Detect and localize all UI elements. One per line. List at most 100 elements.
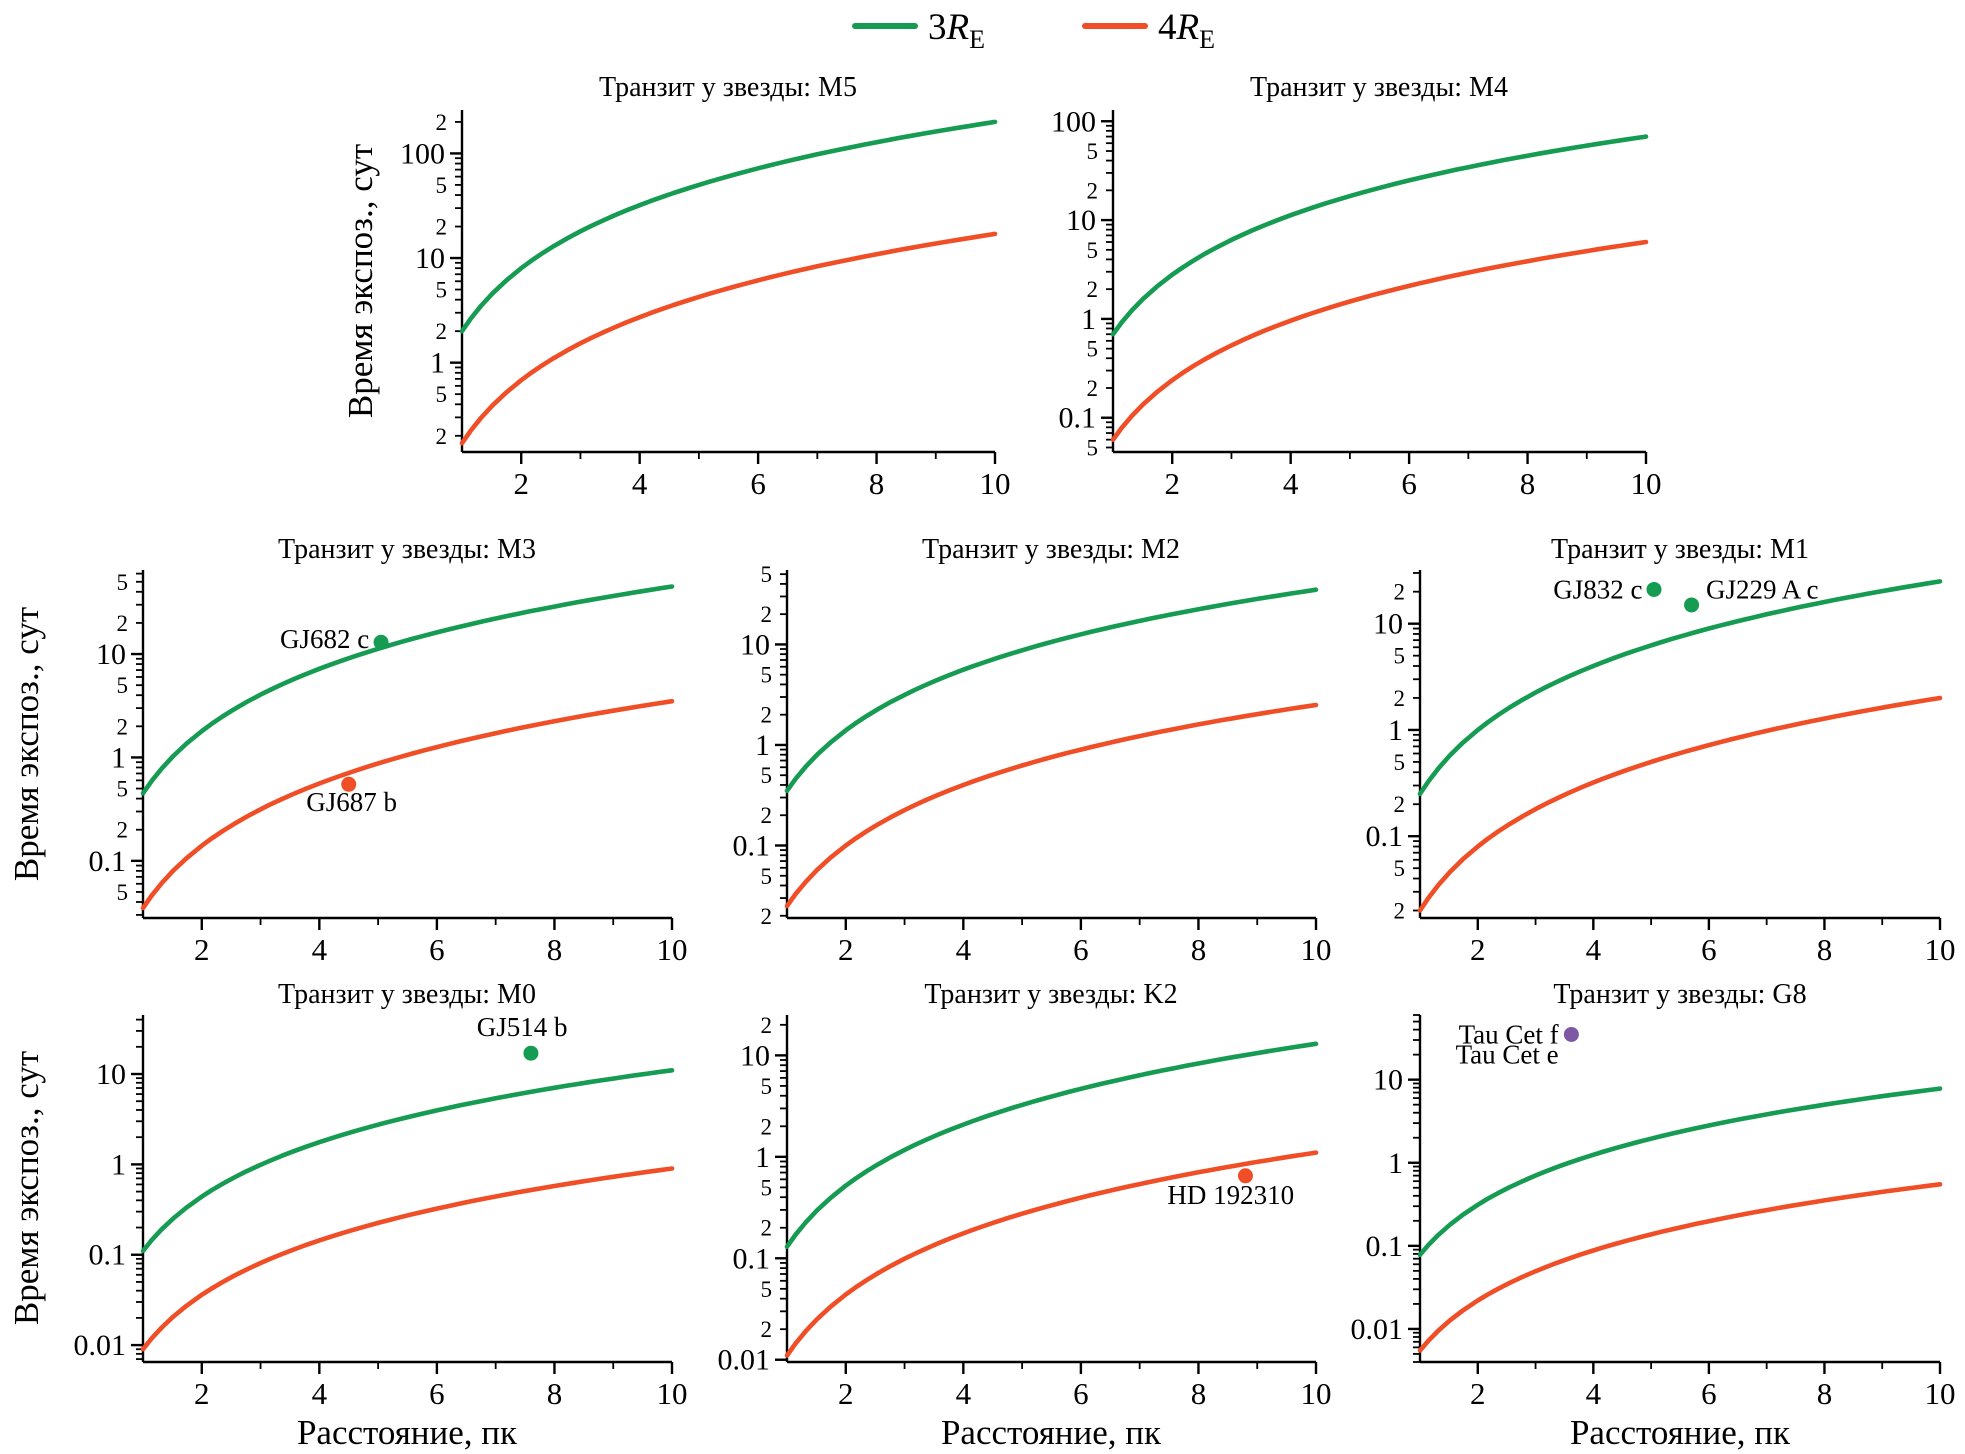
x-tick-label: 4 [632, 466, 648, 501]
x-axis-label-col3: Расстояние, пк [1570, 1413, 1791, 1452]
y-minor-tick-label: 5 [1394, 644, 1406, 669]
x-tick-label: 4 [312, 1376, 328, 1411]
x-tick-label: 8 [1191, 1376, 1207, 1411]
x-tick-label: 8 [547, 1376, 563, 1411]
y-minor-tick-label: 2 [117, 818, 129, 843]
x-tick-label: 2 [194, 1376, 210, 1411]
x-tick-label: 2 [194, 932, 210, 967]
point-label: Tau Cet e [1456, 1040, 1559, 1070]
y-minor-tick-label: 5 [117, 880, 129, 905]
y-minor-tick-label: 5 [761, 1175, 773, 1200]
x-tick-label: 8 [1817, 1376, 1833, 1411]
y-minor-tick-label: 2 [1087, 277, 1099, 302]
curve-3RE [140, 1068, 675, 1254]
y-tick-label: 1 [111, 1148, 126, 1181]
x-tick-label: 8 [1191, 932, 1207, 967]
legend-label-3re-symbol: R [946, 7, 970, 48]
x-tick-label: 2 [838, 932, 854, 967]
point-label: GJ832 c [1553, 574, 1642, 604]
y-minor-tick-label: 5 [436, 173, 448, 198]
y-minor-tick-label: 2 [1394, 898, 1406, 923]
y-tick-label: 10 [96, 1058, 126, 1091]
y-minor-tick-label: 2 [761, 1216, 773, 1241]
x-axis-label-col2: Расстояние, пк [941, 1413, 1162, 1452]
y-tick-label: 100 [1051, 105, 1096, 138]
y-tick-label: 10 [1066, 204, 1096, 237]
x-tick-label: 8 [1520, 466, 1536, 501]
curve-3RE [1110, 134, 1649, 337]
legend-label-4re-prefix: 4 [1158, 7, 1177, 48]
x-axis-ticks: 2 4 6 8 10 [513, 452, 1011, 501]
y-tick-label: 0.1 [89, 845, 127, 878]
x-tick-label: 6 [1073, 1376, 1089, 1411]
y-minor-tick-label: 5 [117, 570, 129, 595]
y-axis-ticks: 2 5 0.1 2 5 1 2 5 10 2 [1366, 572, 1420, 923]
y-tick-label: 10 [740, 628, 770, 661]
curve-4RE [140, 1166, 675, 1352]
point-label: GJ687 b [306, 787, 397, 817]
y-tick-label: 1 [755, 729, 770, 762]
curve-3RE [459, 119, 998, 334]
x-tick-label: 8 [547, 932, 563, 967]
curve-4RE [459, 231, 998, 446]
x-tick-label: 2 [513, 466, 529, 501]
x-tick-label: 4 [312, 932, 328, 967]
chart-panel-M1: 2 4 6 8 10 2 5 0.1 2 5 1 2 5 10 2 GJ832 c GJ229 A c [1366, 570, 1956, 967]
axes [460, 110, 995, 454]
curve-3RE [1417, 579, 1943, 797]
y-tick-label: 0.1 [733, 829, 771, 862]
y-minor-tick-label: 2 [1394, 686, 1406, 711]
x-tick-label: 2 [1470, 932, 1486, 967]
data-point [1684, 597, 1700, 613]
panel-title-m3: Транзит у звезды: M3 [278, 534, 536, 565]
y-axis-ticks: 0.01 0.1 1 10 [74, 1018, 143, 1362]
legend: 3RE 4RE [852, 7, 1215, 54]
point-label: HD 192310 [1167, 1180, 1294, 1210]
x-tick-label: 10 [980, 466, 1011, 501]
y-tick-label: 0.1 [733, 1242, 771, 1275]
x-tick-label: 10 [1301, 932, 1332, 967]
y-minor-tick-label: 2 [117, 714, 129, 739]
x-tick-label: 4 [1283, 466, 1299, 501]
x-tick-label: 10 [657, 932, 688, 967]
y-tick-label: 100 [400, 137, 445, 170]
curve-4RE [784, 1150, 1319, 1358]
y-minor-tick-label: 5 [761, 1074, 773, 1099]
x-tick-label: 10 [657, 1376, 688, 1411]
y-minor-tick-label: 2 [761, 1114, 773, 1139]
y-minor-tick-label: 5 [436, 278, 448, 303]
data-point [1646, 581, 1662, 597]
y-minor-tick-label: 5 [761, 562, 773, 587]
y-minor-tick-label: 2 [436, 215, 448, 240]
panel-title-m2: Транзит у звезды: M2 [922, 534, 1180, 565]
y-tick-label: 0.01 [74, 1329, 127, 1362]
x-tick-label: 6 [429, 932, 445, 967]
legend-label-4re-symbol: R [1176, 7, 1200, 48]
y-minor-tick-label: 2 [1394, 792, 1406, 817]
x-tick-label: 2 [838, 1376, 854, 1411]
axes [141, 1015, 672, 1364]
y-tick-label: 1 [111, 741, 126, 774]
data-point [341, 776, 357, 792]
y-minor-tick-label: 2 [761, 1317, 773, 1342]
x-tick-label: 2 [1164, 466, 1180, 501]
y-minor-tick-label: 5 [1087, 238, 1099, 263]
curve-3RE [1417, 1086, 1943, 1258]
x-axis-ticks: 2 4 6 8 10 [194, 918, 688, 967]
x-tick-label: 4 [1586, 1376, 1602, 1411]
x-tick-label: 10 [1925, 932, 1956, 967]
y-tick-label: 0.01 [1351, 1313, 1404, 1346]
axes [141, 570, 672, 920]
y-tick-label: 1 [755, 1141, 770, 1174]
legend-label-4re: 4RE [1158, 7, 1215, 54]
y-tick-label: 10 [1373, 608, 1403, 641]
y-tick-label: 10 [96, 638, 126, 671]
panel-title-m0: Транзит у звезды: M0 [278, 979, 536, 1010]
y-minor-tick-label: 5 [1394, 750, 1406, 775]
